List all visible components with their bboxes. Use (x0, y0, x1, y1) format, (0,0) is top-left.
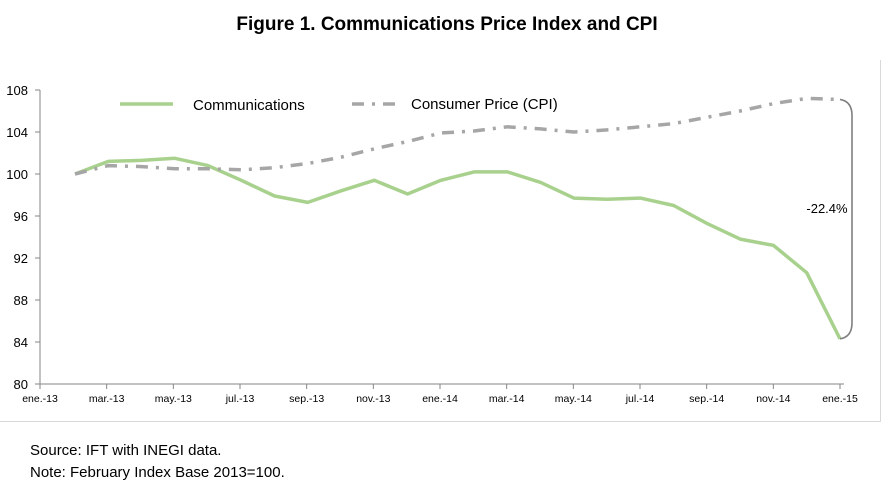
x-tick-label: mar.-13 (89, 393, 125, 405)
chart-title: Figure 1. Communications Price Index and… (236, 14, 658, 35)
y-tick-label: 108 (6, 83, 28, 98)
difference-annotation: -22.4% (806, 201, 848, 216)
x-tick-label: jul.-13 (225, 393, 255, 405)
chart-frame: 80 84 88 92 96 100 104 108 ene.-13 mar.-13 may.-1… (0, 60, 881, 422)
axes: 80 84 88 92 96 100 104 108 ene.-13 mar.-13 may.-1… (6, 83, 858, 405)
source-note: Source: IFT with INEGI data. (30, 442, 222, 459)
y-tick-label: 88 (14, 293, 28, 308)
legend: Communications Consumer Price (CPI) (120, 96, 558, 114)
y-tick-label: 96 (14, 209, 28, 224)
legend-communications-label: Communications (193, 97, 305, 114)
x-tick-label: may.-14 (555, 393, 592, 405)
x-tick-label: mar.-14 (489, 393, 525, 405)
line-chart: 80 84 88 92 96 100 104 108 ene.-13 mar.-13 may.-1… (6, 83, 858, 405)
x-tick-label: ene.-14 (422, 393, 458, 405)
x-ticks: ene.-13 mar.-13 may.-13 jul.-13 sep.-13 nov.-… (22, 384, 858, 405)
y-tick-label: 100 (6, 167, 28, 182)
x-tick-label: may.-13 (155, 393, 192, 405)
figure-notes: Source: IFT with INEGI data. Note: Febru… (30, 440, 285, 484)
x-tick-label: sep.-13 (289, 393, 324, 405)
x-tick-label: nov.-14 (756, 393, 790, 405)
y-tick-label: 104 (6, 125, 28, 140)
x-tick-label: nov.-13 (356, 393, 390, 405)
cpi-series-line (74, 96, 841, 176)
legend-cpi-label: Consumer Price (CPI) (411, 96, 558, 113)
x-tick-label: ene.-15 (822, 393, 858, 405)
bracket-path (839, 98, 853, 340)
y-tick-label: 84 (14, 335, 28, 350)
x-tick-label: ene.-13 (22, 393, 58, 405)
communications-series-line (74, 156, 842, 340)
difference-bracket (839, 98, 853, 340)
base-note: Note: February Index Base 2013=100. (30, 464, 285, 481)
x-tick-label: jul.-14 (625, 393, 655, 405)
x-tick-label: sep.-14 (689, 393, 724, 405)
series-layer (74, 96, 842, 340)
y-tick-label: 80 (14, 377, 28, 392)
y-ticks: 80 84 88 92 96 100 104 108 (6, 83, 40, 392)
y-tick-label: 92 (14, 251, 28, 266)
